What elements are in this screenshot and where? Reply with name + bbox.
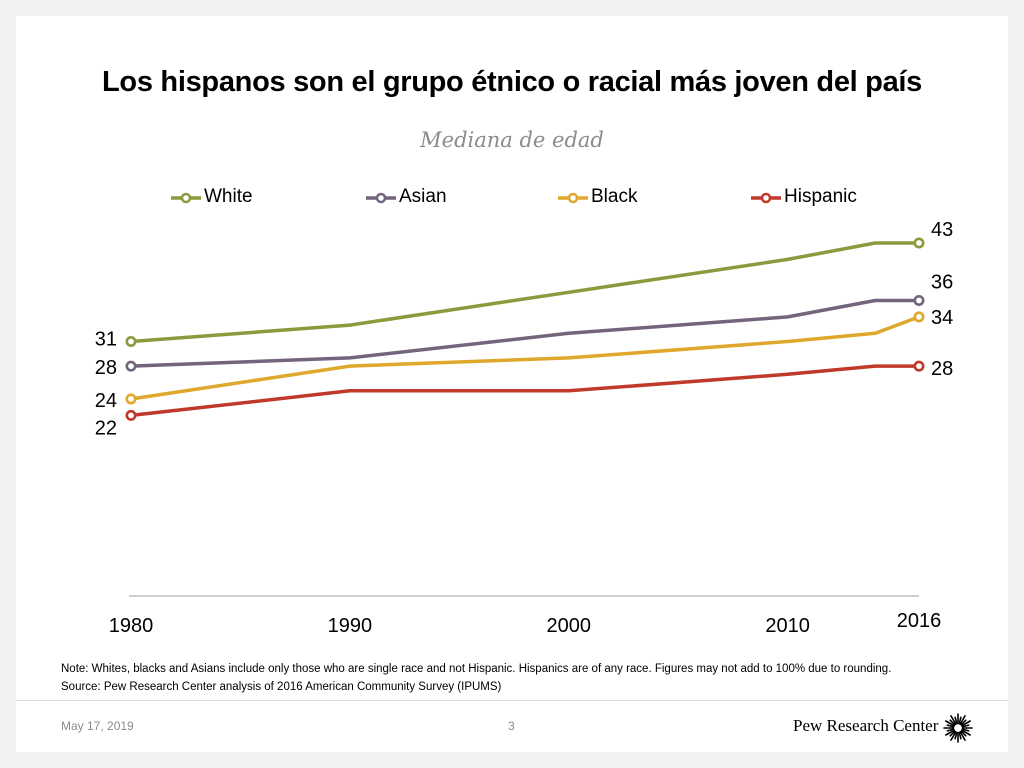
chart-notes: Note: Whites, blacks and Asians include … (61, 660, 891, 696)
data-label-end-hispanic: 28 (931, 358, 953, 380)
marker-end-black (913, 311, 925, 323)
source-text: Source: Pew Research Center analysis of … (61, 681, 502, 693)
note-text: Note: Whites, blacks and Asians include … (61, 663, 892, 675)
marker-start-white (125, 336, 137, 348)
page-number: 3 (508, 719, 515, 733)
legend-label-white: White (204, 186, 253, 207)
legend-label-asian: Asian (399, 186, 447, 207)
marker-end-white (913, 237, 925, 249)
data-label-start-white: 31 (95, 329, 117, 351)
data-label-start-black: 24 (95, 390, 117, 412)
legend-label-hispanic: Hispanic (784, 186, 857, 207)
data-label-end-white: 43 (931, 219, 953, 241)
logo-text: Pew Research Center (793, 716, 939, 735)
series-line-asian (129, 298, 921, 368)
x-tick-label-2000: 2000 (547, 615, 592, 637)
marker-start-asian (125, 360, 137, 372)
x-tick-label-2010: 2010 (765, 615, 810, 637)
chart-subtitle: Mediana de edad (420, 128, 604, 152)
legend-label-black: Black (591, 186, 638, 207)
legend-swatch-hispanic (751, 192, 781, 204)
marker-start-black (125, 393, 137, 405)
chart-title: Los hispanos son el grupo étnico o racia… (102, 66, 922, 98)
slide-background (16, 16, 1008, 752)
data-label-end-asian: 36 (931, 271, 953, 293)
marker-end-hispanic (913, 360, 925, 372)
series-line-hispanic (129, 364, 921, 418)
series-line-white (129, 241, 921, 344)
x-tick-label-2016: 2016 (897, 610, 942, 632)
footer-divider (16, 700, 1008, 701)
legend-swatch-asian (366, 192, 396, 204)
legend-swatch-black (558, 192, 588, 204)
x-tick-label-1990: 1990 (328, 615, 373, 637)
data-label-end-black: 34 (931, 307, 953, 329)
legend-swatch-white (171, 192, 201, 204)
slide-date: May 17, 2019 (61, 719, 134, 733)
data-label-start-hispanic: 22 (95, 417, 117, 439)
data-label-start-asian: 28 (95, 357, 117, 379)
marker-end-asian (913, 294, 925, 306)
x-tick-label-1980: 1980 (109, 615, 154, 637)
series-line-black (129, 315, 921, 401)
marker-start-hispanic (125, 409, 137, 421)
pew-logo-icon (943, 713, 973, 743)
